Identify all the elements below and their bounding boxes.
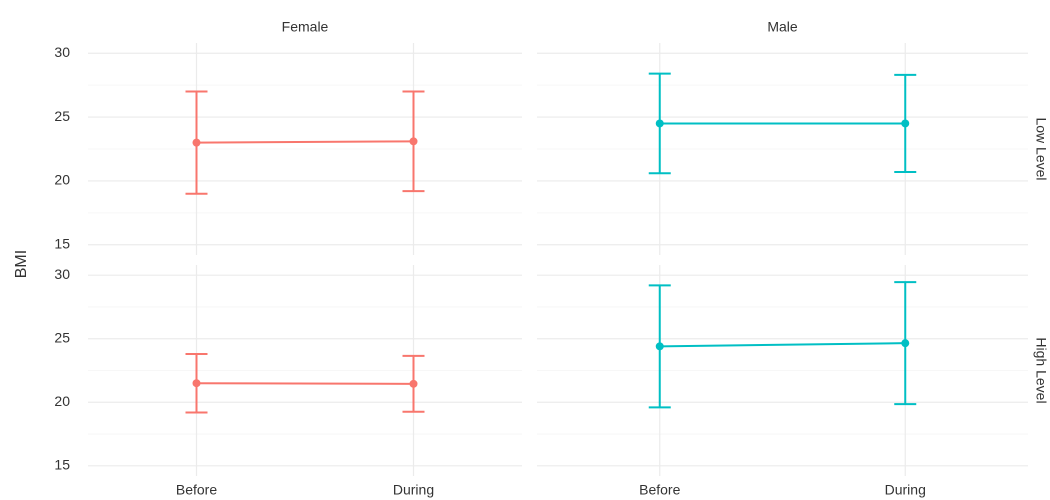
facet-column-label: Female <box>282 19 329 35</box>
y-tick-label: 25 <box>54 329 70 345</box>
y-tick-label: 30 <box>54 266 70 282</box>
point <box>409 137 418 146</box>
line <box>659 342 906 348</box>
line <box>196 140 414 144</box>
point <box>655 119 664 128</box>
point <box>901 119 910 128</box>
point <box>409 379 418 388</box>
y-tick-label: 25 <box>54 108 70 124</box>
point <box>901 339 910 348</box>
facet-row-label: High Level <box>1033 337 1049 403</box>
facet-row-label: Low Level <box>1033 117 1049 180</box>
line <box>196 382 414 385</box>
x-tick-label: Before <box>176 482 217 498</box>
facet-column-label: Male <box>767 19 798 35</box>
x-tick-label: Before <box>639 482 680 498</box>
y-tick-label: 15 <box>54 457 70 473</box>
point <box>192 379 201 388</box>
x-tick-label: During <box>393 482 434 498</box>
point <box>655 342 664 351</box>
y-tick-label: 15 <box>54 235 70 251</box>
y-tick-label: 20 <box>54 172 70 188</box>
y-tick-label: 30 <box>54 44 70 60</box>
y-axis-label: BMI <box>13 250 30 278</box>
point <box>192 138 201 147</box>
x-tick-label: During <box>885 482 926 498</box>
y-tick-label: 20 <box>54 393 70 409</box>
